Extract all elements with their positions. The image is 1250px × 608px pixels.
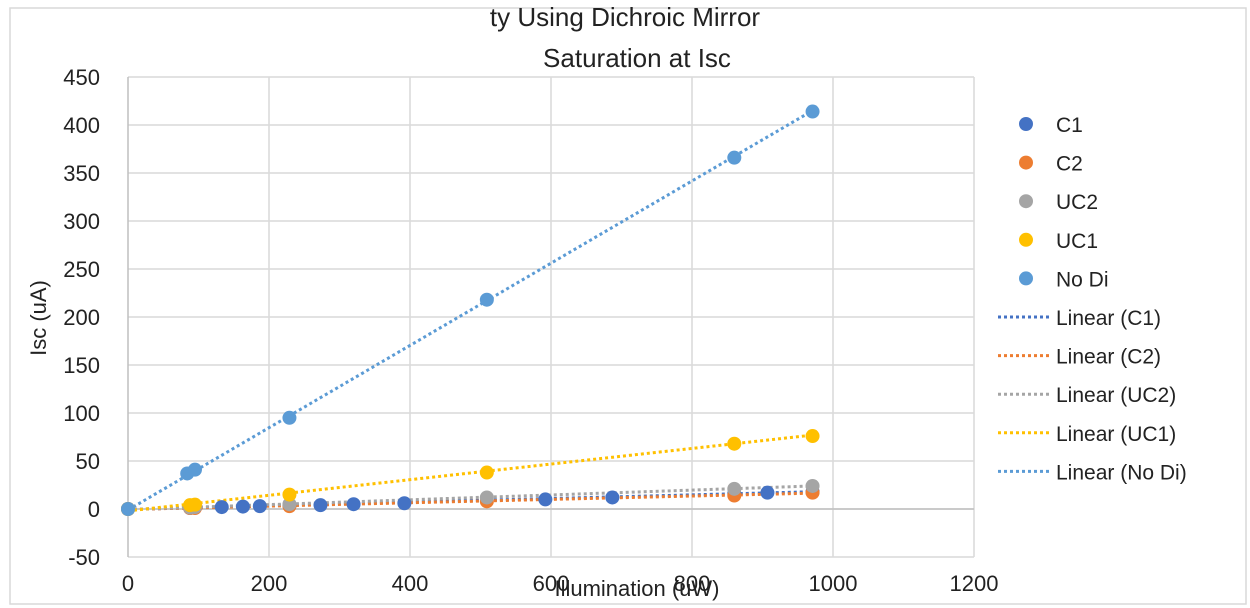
x-tick-label: 0 [122,571,134,596]
y-tick-label: 50 [76,449,100,474]
legend: C1 C2 UC2 UC1 No Di Linear (C1) Linear (C2) Lin… [998,114,1187,484]
data-point [252,499,267,514]
x-tick-label: 1200 [950,571,999,596]
y-tick-label: 100 [63,401,100,426]
data-point [760,485,775,500]
y-tick-label: 400 [63,113,100,138]
y-tick-label: 250 [63,257,100,282]
y-tick-label: 300 [63,209,100,234]
data-points [121,104,820,516]
chart-border [9,7,1247,605]
legend-label: UC2 [1056,191,1098,214]
data-point [479,490,494,505]
y-tick-label: 200 [63,305,100,330]
x-tick-label: 800 [674,571,711,596]
data-point [313,498,328,513]
legend-marker [1019,194,1033,209]
data-point [727,436,742,451]
y-tick-label: -50 [68,545,100,570]
x-tick-label: 600 [533,571,570,596]
gridlines [128,76,975,558]
data-point [805,429,820,444]
x-tick-label: 1000 [809,571,858,596]
legend-label: UC1 [1056,230,1098,253]
trendline [127,109,814,512]
x-tick-label: 400 [392,571,429,596]
legend-label: C1 [1056,114,1083,137]
legend-marker [1019,155,1033,170]
x-axis-title: Illumination (uW) [554,576,719,601]
data-point [479,465,494,480]
data-point [187,462,202,477]
data-point [727,150,742,165]
axes: 0 200 400 600 800 1000 1200 -50 0 50 100 150 200 250 3… [63,65,998,596]
data-point [805,478,820,493]
legend-label: Linear (UC1) [1056,423,1176,446]
data-point [282,487,297,502]
data-point [282,497,297,512]
trendline [127,433,813,513]
legend-label: Linear (No Di) [1056,461,1187,484]
y-tick-label: 350 [63,161,100,186]
data-point [479,292,494,307]
data-point [214,500,229,515]
trendline [127,484,813,511]
legend-label: C2 [1056,153,1083,176]
legend-marker [1019,232,1033,247]
data-point [187,497,202,512]
legend-label: Linear (C2) [1056,346,1161,369]
y-axis-title: Isc (uA) [26,280,51,356]
chart-title: Saturation at Isc [543,43,731,73]
data-point [235,499,250,514]
data-point [805,104,820,119]
legend-label: Linear (UC2) [1056,384,1176,407]
legend-marker [1019,271,1033,286]
legend-marker [1019,117,1033,131]
legend-label: No Di [1056,268,1109,291]
data-point [605,490,620,505]
y-tick-label: 0 [88,497,100,522]
y-tick-label: 150 [63,353,100,378]
data-point [121,502,135,516]
x-tick-label: 200 [251,571,288,596]
y-tick-label: 450 [63,65,100,90]
data-point [282,410,297,425]
legend-label: Linear (C1) [1056,307,1161,330]
data-point [346,497,361,512]
data-point [727,481,742,496]
data-point [397,496,412,511]
trendlines [127,109,814,513]
data-point [538,492,553,507]
header-fragment: ty Using Dichroic Mirror [490,2,760,32]
